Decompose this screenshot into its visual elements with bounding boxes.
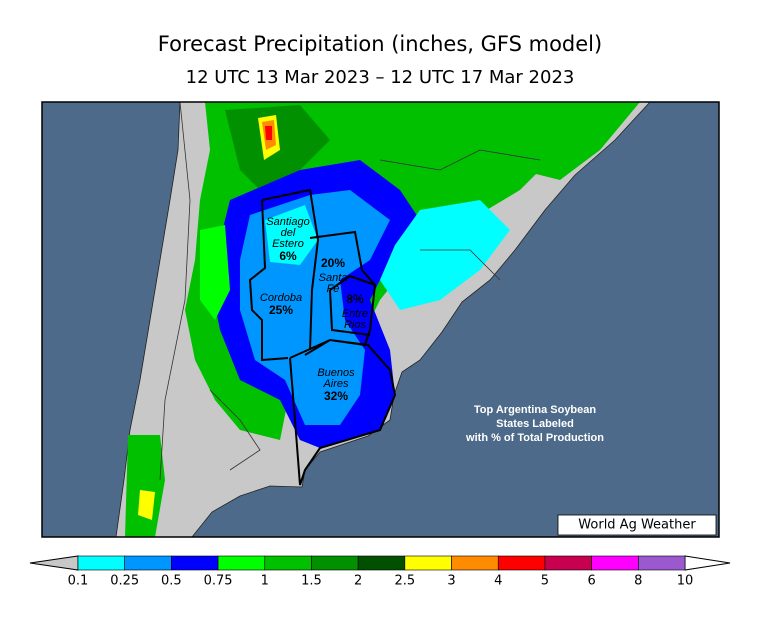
legend-label: 0.1 bbox=[68, 574, 89, 589]
province-name: Santiago bbox=[266, 216, 309, 228]
precip-south-green bbox=[125, 435, 165, 537]
legend-swatch bbox=[404, 555, 452, 571]
legend-label: 1 bbox=[261, 574, 269, 589]
province-name: Aires bbox=[322, 378, 349, 390]
country-borders bbox=[159, 102, 541, 481]
legend-swatch bbox=[171, 555, 219, 571]
annotation: Top Argentina Soybean bbox=[474, 404, 597, 416]
legend-label: 8 bbox=[634, 574, 642, 589]
legend-label: 0.25 bbox=[110, 574, 139, 589]
province-share: 8% bbox=[346, 292, 364, 306]
legend-label: 6 bbox=[587, 574, 595, 589]
precip-lime bbox=[200, 225, 230, 320]
legend-swatch bbox=[217, 555, 266, 571]
legend-swatch bbox=[544, 555, 592, 571]
legend-label: 4 bbox=[494, 574, 502, 589]
province-name: del bbox=[281, 227, 296, 239]
province-name: Rios bbox=[344, 319, 367, 331]
legend-over-arrow bbox=[684, 555, 731, 571]
legend-label: 0.5 bbox=[161, 574, 182, 589]
precip-yellow bbox=[138, 490, 155, 520]
legend-label: 0.75 bbox=[204, 574, 233, 589]
legend-swatch bbox=[311, 555, 359, 571]
province-name: Estero bbox=[272, 238, 304, 250]
annotation: with % of Total Production bbox=[465, 432, 604, 444]
subtitle: 12 UTC 13 Mar 2023 – 12 UTC 17 Mar 2023 bbox=[186, 67, 575, 88]
legend-swatch bbox=[638, 555, 686, 571]
precip-red bbox=[265, 126, 272, 140]
legend-swatch bbox=[591, 555, 639, 571]
legend-label: 10 bbox=[677, 574, 694, 589]
province-share: 20% bbox=[321, 256, 345, 270]
province-name: Fe bbox=[327, 283, 340, 295]
province-borders bbox=[248, 188, 397, 486]
province-name: Entre bbox=[342, 308, 368, 320]
annotation: States Labeled bbox=[496, 418, 574, 430]
legend-label: 5 bbox=[541, 574, 549, 589]
legend-under-arrow bbox=[29, 555, 79, 571]
legend-swatch bbox=[357, 555, 406, 571]
legend-label: 2.5 bbox=[395, 574, 416, 589]
legend-label: 3 bbox=[447, 574, 455, 589]
province-name: Buenos bbox=[317, 367, 355, 379]
legend-swatch bbox=[77, 555, 125, 571]
legend-swatch bbox=[451, 555, 499, 571]
province-name: Santa bbox=[319, 272, 348, 284]
map bbox=[42, 102, 719, 537]
credit-box bbox=[557, 514, 717, 536]
legend-label: 1.5 bbox=[301, 574, 322, 589]
precip-green-north bbox=[520, 102, 640, 180]
precip-cyan bbox=[380, 200, 510, 310]
legend-swatch bbox=[497, 555, 546, 571]
title: Forecast Precipitation (inches, GFS mode… bbox=[158, 32, 602, 56]
province-name: Cordoba bbox=[260, 292, 302, 304]
province-share: 6% bbox=[279, 249, 297, 263]
legend-swatch bbox=[264, 555, 312, 571]
map-frame bbox=[41, 101, 720, 538]
precip-cyan-2 bbox=[265, 205, 318, 265]
province-share: 25% bbox=[269, 303, 293, 317]
legend-swatch bbox=[124, 555, 172, 571]
credit: World Ag Weather bbox=[578, 518, 696, 533]
legend-label: 2 bbox=[354, 574, 362, 589]
province-share: 32% bbox=[324, 389, 348, 403]
